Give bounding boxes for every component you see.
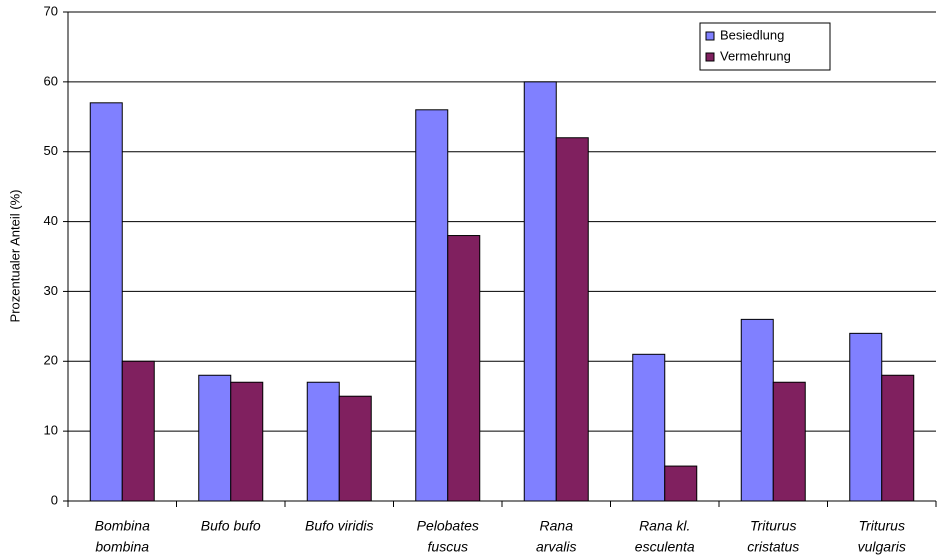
bar	[740, 318, 774, 502]
bar	[849, 332, 883, 502]
bar	[198, 374, 232, 502]
legend-label: Besiedlung	[720, 27, 784, 42]
bar	[664, 465, 698, 502]
bar	[306, 381, 340, 502]
y-tick-label: 50	[44, 143, 58, 158]
bar	[555, 137, 589, 502]
bar	[415, 109, 449, 502]
bar	[632, 353, 666, 502]
bar	[447, 235, 481, 502]
y-tick-label: 40	[44, 213, 58, 228]
x-tick-label: Rana	[540, 518, 574, 534]
bar	[338, 395, 372, 502]
legend-label: Vermehrung	[720, 48, 791, 63]
x-tick-label: Rana kl.	[639, 518, 690, 534]
legend-box	[699, 22, 831, 71]
x-tick-label: arvalis	[536, 539, 576, 555]
x-tick-label: Pelobates	[417, 518, 479, 534]
y-axis-label: Prozentualer Anteil (%)	[7, 190, 22, 323]
x-tick-label: Bufo viridis	[305, 518, 373, 534]
y-tick-label: 0	[51, 492, 58, 507]
x-tick-label: Bombina	[95, 518, 150, 534]
x-tick-label: Triturus	[859, 518, 905, 534]
bar	[772, 381, 806, 502]
bar	[881, 374, 915, 502]
x-tick-label: Triturus	[750, 518, 796, 534]
legend-swatch	[705, 52, 715, 62]
y-tick-label: 20	[44, 353, 58, 368]
y-tick-label: 60	[44, 73, 58, 88]
x-tick-label: cristatus	[747, 539, 799, 555]
bar	[230, 381, 264, 502]
x-tick-label: fuscus	[428, 539, 468, 555]
x-tick-label: bombina	[95, 539, 149, 555]
y-tick-label: 10	[44, 423, 58, 438]
bar	[89, 102, 123, 502]
x-tick-label: esculenta	[635, 539, 695, 555]
legend-swatch	[705, 31, 715, 41]
bar	[523, 81, 557, 502]
x-tick-label: Bufo bufo	[201, 518, 261, 534]
x-tick-label: vulgaris	[858, 539, 906, 555]
y-tick-label: 70	[44, 3, 58, 18]
y-tick-label: 30	[44, 283, 58, 298]
bar	[121, 360, 155, 502]
